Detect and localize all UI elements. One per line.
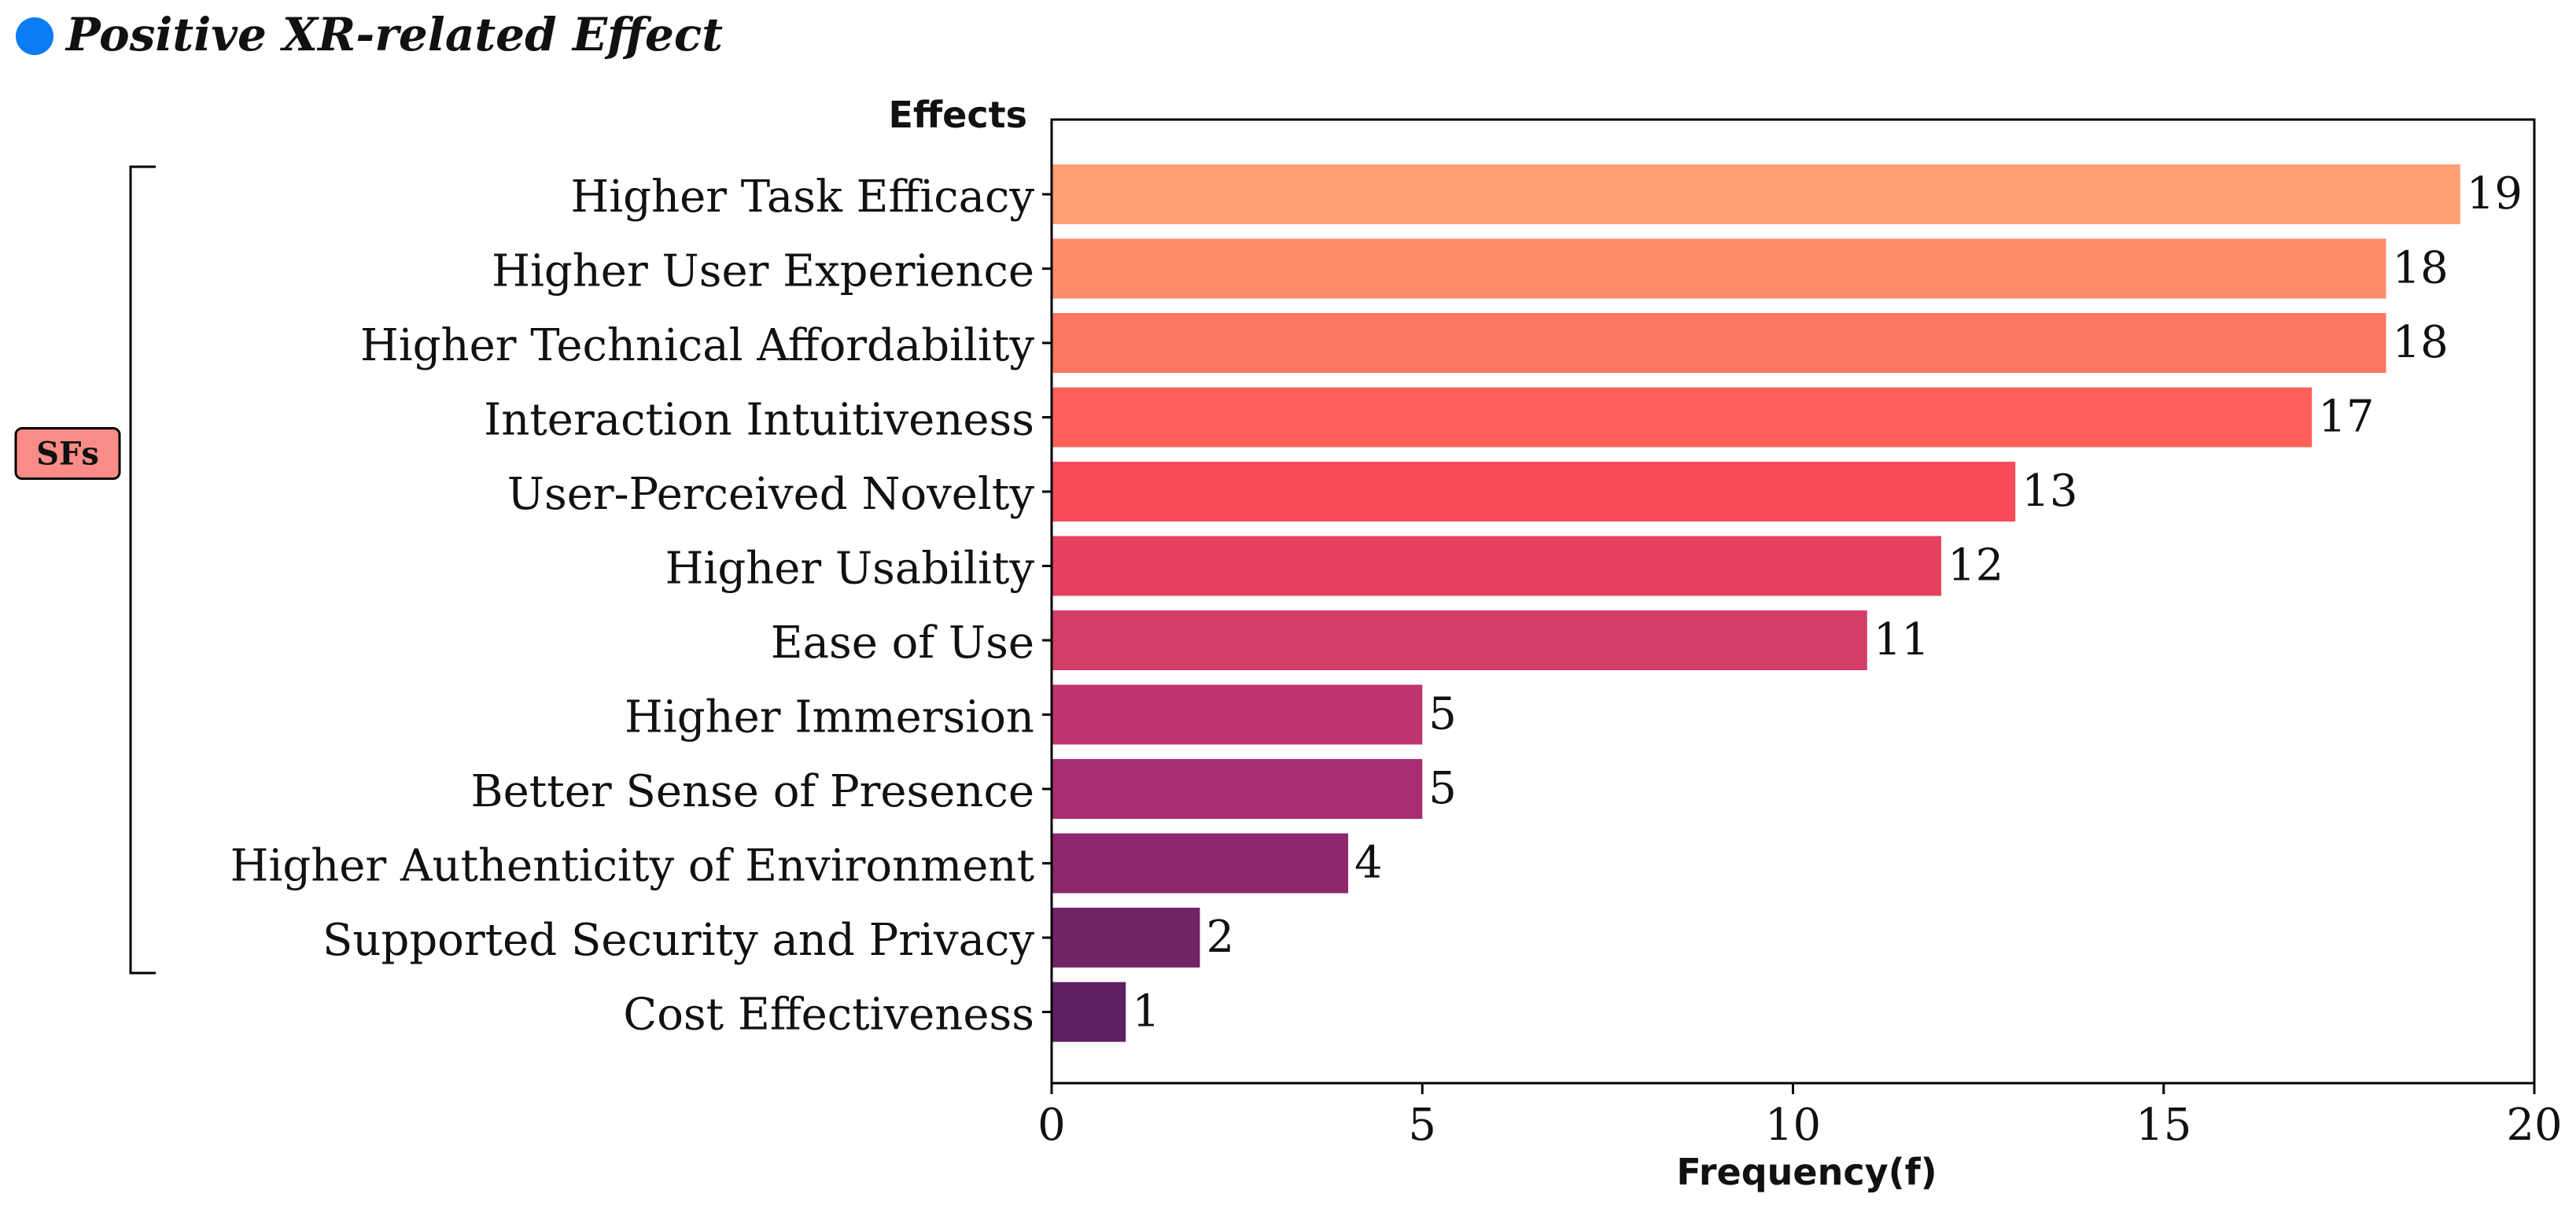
category-label: Higher Immersion <box>625 692 1034 743</box>
x-tick-label: 15 <box>2136 1100 2191 1151</box>
value-label: 5 <box>1428 689 1457 740</box>
bar <box>1052 313 2386 373</box>
value-label: 13 <box>2021 466 2077 517</box>
category-label: Higher User Experience <box>492 246 1034 297</box>
category-label: Higher Technical Affordability <box>360 320 1034 371</box>
category-labels-group: Higher Task Efficacy Higher User Experien… <box>230 171 1035 1041</box>
chart-title: Positive XR-related Effect <box>64 8 723 61</box>
x-tick-label: 20 <box>2506 1100 2562 1151</box>
value-label: 4 <box>1354 838 1383 889</box>
bar <box>1052 164 2460 224</box>
category-label: Interaction Intuitiveness <box>484 395 1034 446</box>
x-tick-label: 5 <box>1408 1100 1436 1151</box>
value-label: 19 <box>2467 168 2523 219</box>
bar <box>1052 462 2016 522</box>
sfs-bracket <box>129 165 156 975</box>
value-label: 11 <box>1874 614 1929 665</box>
value-label: 2 <box>1207 912 1235 963</box>
x-axis-title: Frequency(f) <box>1676 1151 1937 1193</box>
bar <box>1052 387 2313 448</box>
bar <box>1052 759 1423 819</box>
bar <box>1052 908 1200 968</box>
sfs-label-box <box>14 427 121 480</box>
x-tick-label: 10 <box>1765 1100 1821 1151</box>
category-label: User-Perceived Novelty <box>507 469 1035 520</box>
plot-frame <box>1050 118 2536 1085</box>
sfs-label: SFs <box>36 436 99 473</box>
value-label: 18 <box>2393 317 2449 368</box>
bar <box>1052 238 2386 299</box>
category-label: Higher Usability <box>665 544 1035 595</box>
category-label: Cost Effectiveness <box>623 990 1034 1041</box>
value-label: 1 <box>1132 986 1160 1038</box>
category-label: Higher Authenticity of Environment <box>230 841 1035 892</box>
value-label: 12 <box>1948 540 2003 592</box>
bar <box>1052 536 1941 596</box>
title-marker-icon <box>16 17 53 55</box>
x-ticks-group: 0 5 10 15 20 <box>1037 193 2563 1151</box>
bar <box>1052 684 1423 745</box>
category-label: Ease of Use <box>771 617 1034 669</box>
x-tick-label: 0 <box>1037 1100 1066 1151</box>
y-axis-title: Effects <box>888 94 1027 136</box>
category-label: Supported Security and Privacy <box>322 915 1034 966</box>
category-label: Better Sense of Presence <box>470 766 1034 817</box>
bar <box>1052 982 1126 1042</box>
category-label: Higher Task Efficacy <box>570 171 1034 223</box>
value-label: 18 <box>2393 243 2449 294</box>
bar <box>1052 833 1348 894</box>
bars-group <box>1052 164 2460 1042</box>
bar <box>1052 610 1867 670</box>
value-label: 17 <box>2318 392 2374 443</box>
value-label: 5 <box>1428 763 1457 814</box>
